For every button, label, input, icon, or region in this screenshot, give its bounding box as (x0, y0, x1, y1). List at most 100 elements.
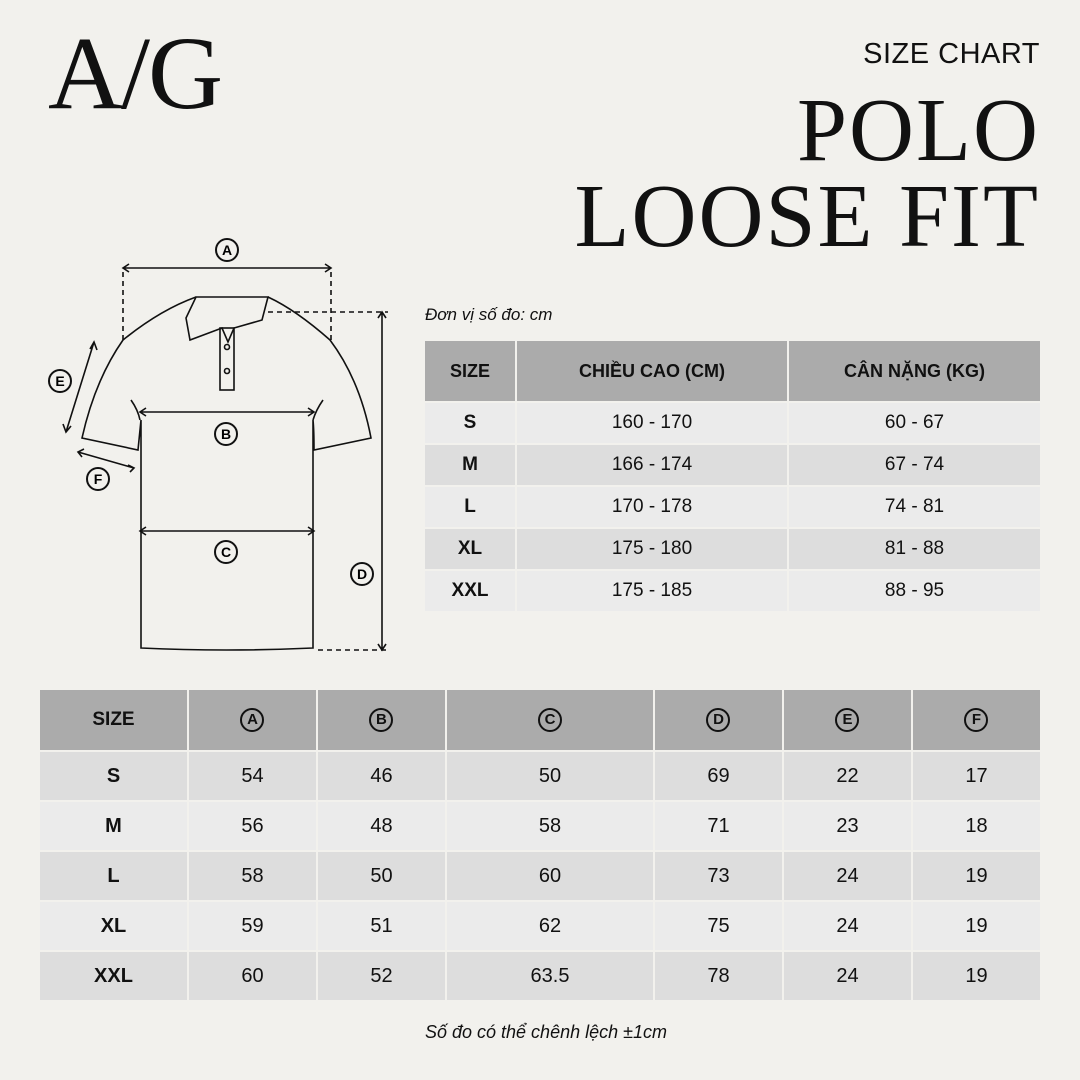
polo-shirt-diagram: A B C D E F (48, 238, 388, 652)
footer-note: Số đo có thể chênh lệch ±1cm (424, 1022, 668, 1042)
circled-b-icon: B (369, 708, 394, 732)
header-measure-e: E (783, 690, 911, 750)
value-cell: 51 (317, 902, 445, 950)
table-row: M 166 - 174 67 - 74 (425, 445, 1040, 485)
measure-b-arrow (138, 407, 316, 417)
value-cell: 23 (783, 802, 911, 850)
value-cell: 22 (783, 752, 911, 800)
size-cell: XL (425, 529, 515, 569)
label-f-icon: F (86, 467, 110, 491)
header-size: SIZE (425, 341, 515, 401)
value-cell: 74 - 81 (789, 487, 1040, 527)
measure-e-arrow (62, 340, 98, 434)
value-cell: 58 (189, 852, 316, 900)
table-row: L 58 50 60 73 24 19 (40, 852, 1040, 900)
value-cell: 69 (655, 752, 782, 800)
svg-text:F: F (94, 471, 103, 487)
title-line-1: POLO (796, 81, 1040, 180)
table-row: XL 175 - 180 81 - 88 (425, 529, 1040, 569)
value-cell: 24 (783, 852, 911, 900)
size-cell: XXL (40, 952, 187, 1000)
svg-text:D: D (357, 566, 367, 582)
size-chart-label: SIZE CHART (863, 38, 1040, 70)
size-cell: L (425, 487, 515, 527)
value-cell: 54 (189, 752, 316, 800)
height-weight-table: SIZE CHIỀU CAO (CM) CÂN NẶNG (KG) S 160 -… (423, 339, 1042, 613)
header-measure-f: F (912, 690, 1040, 750)
circled-f-icon: F (964, 708, 989, 732)
table-row: XXL 60 52 63.5 78 24 19 (40, 952, 1040, 1000)
header-measure-d: D (655, 690, 782, 750)
value-cell: 73 (655, 852, 782, 900)
value-cell: 60 (189, 952, 316, 1000)
label-b-icon: B (214, 422, 238, 446)
page-title: POLO LOOSE FIT (574, 81, 1041, 266)
header-measure-b: B (317, 690, 445, 750)
circled-c-icon: C (537, 708, 562, 732)
brand-logo: A/G (48, 16, 223, 131)
svg-text:A: A (222, 242, 232, 258)
measure-f-arrow (76, 448, 136, 473)
size-cell: L (40, 852, 187, 900)
value-cell: 50 (317, 852, 445, 900)
value-cell: 19 (912, 852, 1040, 900)
svg-text:B: B (221, 426, 231, 442)
value-cell: 59 (189, 902, 316, 950)
value-cell: 75 (655, 902, 782, 950)
shirt-outline (81, 296, 372, 651)
value-cell: 18 (912, 802, 1040, 850)
size-cell: S (425, 403, 515, 443)
label-d-icon: D (350, 562, 374, 586)
value-cell: 170 - 178 (517, 487, 787, 527)
size-cell: XL (40, 902, 187, 950)
title-line-2: LOOSE FIT (574, 167, 1040, 266)
value-cell: 17 (912, 752, 1040, 800)
size-cell: M (40, 802, 187, 850)
label-e-icon: E (48, 369, 72, 393)
table-row: XXL 175 - 185 88 - 95 (425, 571, 1040, 611)
header-measure-a: A (189, 690, 316, 750)
measure-d-arrow (377, 310, 387, 652)
value-cell: 166 - 174 (517, 445, 787, 485)
value-cell: 46 (317, 752, 445, 800)
value-cell: 19 (912, 902, 1040, 950)
label-a-icon: A (215, 238, 239, 262)
value-cell: 71 (655, 802, 782, 850)
value-cell: 56 (189, 802, 316, 850)
label-c-icon: C (214, 540, 238, 564)
value-cell: 24 (783, 902, 911, 950)
measurement-table: SIZE A B C D E F S 54 46 50 69 22 17 M 56 48 58 71 23 18 L 58… (38, 688, 1042, 1002)
value-cell: 62 (446, 902, 653, 950)
value-cell: 58 (446, 802, 653, 850)
value-cell: 52 (317, 952, 445, 1000)
shirt-collar (185, 296, 270, 345)
value-cell: 48 (317, 802, 445, 850)
value-cell: 175 - 180 (517, 529, 787, 569)
header-size: SIZE (40, 690, 187, 750)
value-cell: 78 (655, 952, 782, 1000)
size-cell: M (425, 445, 515, 485)
circled-d-icon: D (706, 708, 731, 732)
unit-note: Đơn vị số đo: cm (425, 305, 553, 324)
header-weight: CÂN NẶNG (KG) (789, 341, 1040, 401)
table-row: L 170 - 178 74 - 81 (425, 487, 1040, 527)
value-cell: 88 - 95 (789, 571, 1040, 611)
value-cell: 63.5 (446, 952, 653, 1000)
value-cell: 60 - 67 (789, 403, 1040, 443)
table-row: S 160 - 170 60 - 67 (425, 403, 1040, 443)
measure-a-arrow (121, 263, 333, 273)
measure-c-arrow (138, 526, 316, 536)
table-row: M 56 48 58 71 23 18 (40, 802, 1040, 850)
value-cell: 81 - 88 (789, 529, 1040, 569)
table-row: S 54 46 50 69 22 17 (40, 752, 1040, 800)
value-cell: 175 - 185 (517, 571, 787, 611)
value-cell: 24 (783, 952, 911, 1000)
value-cell: 67 - 74 (789, 445, 1040, 485)
size-cell: XXL (425, 571, 515, 611)
size-cell: S (40, 752, 187, 800)
value-cell: 160 - 170 (517, 403, 787, 443)
header-measure-c: C (446, 690, 653, 750)
svg-text:E: E (55, 373, 64, 389)
circled-a-icon: A (240, 708, 265, 732)
shirt-placket (219, 327, 235, 391)
